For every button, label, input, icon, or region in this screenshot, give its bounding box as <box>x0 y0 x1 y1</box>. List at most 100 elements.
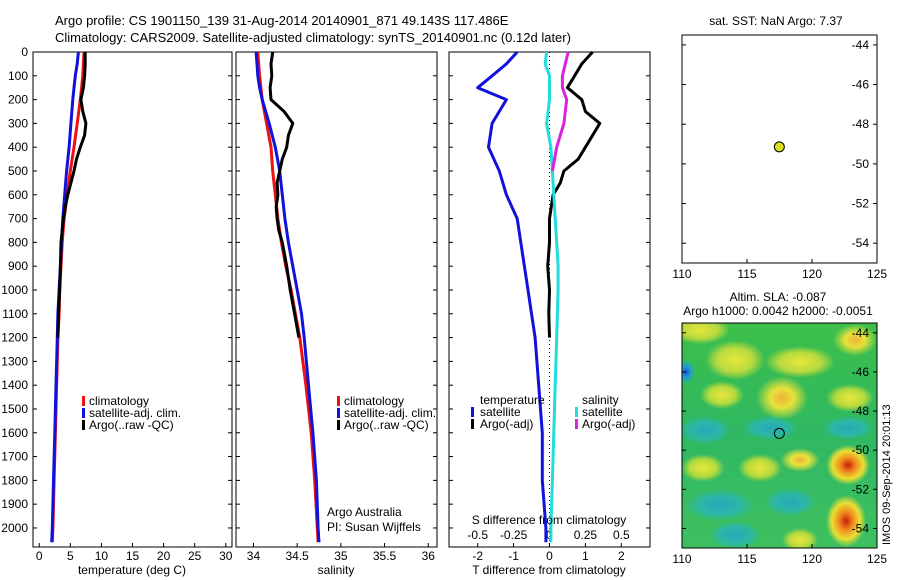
legend-label: satellite <box>480 405 521 419</box>
depth-tick-label: 2000 <box>1 521 28 535</box>
x-tick-label: 0 <box>36 549 43 563</box>
legend-swatch-satellite <box>337 408 340 418</box>
x-tick-label: -1 <box>508 549 519 563</box>
s-difference-label: S difference from climatology <box>472 513 627 527</box>
depth-tick-label: 1700 <box>1 450 28 464</box>
depth-tick-label: 600 <box>8 188 28 202</box>
map-y-tick-label: -44 <box>852 326 870 340</box>
legend-swatch-climatology <box>82 396 85 406</box>
depth-tick-label: 400 <box>8 140 28 154</box>
map-y-tick-label: -48 <box>852 117 870 131</box>
x-tick-label: 10 <box>95 549 109 563</box>
legend-label: Argo(..raw -QC) <box>89 418 174 432</box>
legend-swatch-temp-satellite <box>471 407 474 417</box>
x-tick-label: 35.5 <box>373 549 397 563</box>
depth-tick-label: 700 <box>8 212 28 226</box>
salinity-legend: climatology satellite-adj. clim. Argo(..… <box>337 394 436 432</box>
legend-title-temperature: temperature <box>480 393 545 407</box>
depth-tick-label: 1600 <box>1 426 28 440</box>
x-tick-label: 20 <box>157 549 171 563</box>
legend-swatch-argo <box>337 420 340 430</box>
depth-tick-label: 1100 <box>2 307 28 321</box>
x-tick-label: -2 <box>472 549 483 563</box>
profile-series <box>50 50 602 543</box>
depth-axis: 0 100 200 300 400 500 600 700 800 900 1000 1100 1200… <box>1 45 650 535</box>
map-y-tick-label: -52 <box>852 197 870 211</box>
map-x-tick-label: 115 <box>737 267 756 281</box>
depth-tick-label: 1200 <box>1 331 28 345</box>
sla-map-axes: -44 -46 -48 -50 -52 -54 110 115 120 125 <box>672 326 887 566</box>
depth-tick-label: 200 <box>8 93 28 107</box>
legend-swatch-temp-argo <box>471 419 474 429</box>
map-x-tick-label: 115 <box>737 552 756 566</box>
legend-label: climatology <box>344 394 404 408</box>
map-x-tick-label: 120 <box>802 267 822 281</box>
legend-label: Argo(..raw -QC) <box>344 418 429 432</box>
temperature-series-line <box>50 51 86 543</box>
depth-tick-label: 1300 <box>1 354 28 368</box>
depth-tick-label: 1800 <box>1 473 28 487</box>
depth-tick-label: 500 <box>8 164 28 178</box>
x-tick-label: 0 <box>546 549 553 563</box>
salinity-series-line <box>268 51 301 338</box>
legend-title-salinity: salinity <box>582 393 619 407</box>
x-tick-label: 35 <box>334 549 348 563</box>
legend-label: satellite-adj. clim. <box>344 406 436 420</box>
x-tick-label: 1 <box>582 549 589 563</box>
salinity-panel-frame <box>235 51 438 548</box>
legend-swatch-sal-satellite <box>575 407 578 417</box>
sla-heatmap <box>682 323 877 548</box>
x-tick-label: 36 <box>422 549 436 563</box>
map-x-tick-label: 110 <box>672 267 691 281</box>
temperature-xlabel: temperature (deg C) <box>78 563 186 577</box>
legend-label: climatology <box>89 394 149 408</box>
salinity-series-line <box>256 51 320 543</box>
x2-tick-label: -0.5 <box>467 528 488 542</box>
argo-float-marker <box>773 141 785 153</box>
depth-tick-label: 1400 <box>1 378 28 392</box>
temperature-panel-frame <box>32 51 233 548</box>
x-tick-label: 30 <box>219 549 233 563</box>
x-tick-label: 15 <box>126 549 140 563</box>
x-tick-label: 34 <box>247 549 261 563</box>
legend-swatch-climatology <box>337 396 340 406</box>
x-axes: 0 5 10 15 20 25 30 34 34.5 35 35.5 36 -2 -1 0 1 2 -0.5 -0.… <box>36 528 630 563</box>
map-y-tick-label: -50 <box>852 157 870 171</box>
title-line-2: Climatology: CARS2009. Satellite-adjuste… <box>55 30 571 45</box>
depth-tick-label: 300 <box>8 116 28 130</box>
difference-series-line <box>476 50 548 543</box>
sst-map-title: sat. SST: NaN Argo: 7.37 <box>709 14 843 28</box>
x-tick-label: 25 <box>188 549 202 563</box>
map-y-tick-label: -48 <box>852 404 870 418</box>
map-x-tick-label: 125 <box>867 552 887 566</box>
sla-map-frame <box>681 322 878 549</box>
difference-legend: temperature salinity satellite Argo(-adj… <box>471 393 635 431</box>
argo-float-marker-sla <box>773 427 785 439</box>
x-tick-label: 2 <box>618 549 625 563</box>
temperature-legend: climatology satellite-adj. clim. Argo(..… <box>82 394 181 432</box>
difference-series-line <box>543 51 560 543</box>
title-line-1: Argo profile: CS 1901150_139 31-Aug-2014… <box>55 13 509 28</box>
depth-tick-label: 0 <box>21 45 28 59</box>
map-x-tick-label: 110 <box>672 552 691 566</box>
depth-tick-label: 1900 <box>1 497 28 511</box>
salinity-series-line <box>254 51 321 543</box>
temperature-series-line <box>56 52 88 338</box>
legend-swatch-argo <box>82 420 85 430</box>
sst-map-axes: -44 -46 -48 -50 -52 -54 110 115 120 125 <box>672 38 887 281</box>
map-y-tick-label: -52 <box>852 482 870 496</box>
map-x-tick-label: 125 <box>867 267 887 281</box>
map-x-tick-label: 120 <box>802 552 822 566</box>
legend-label: Argo(-adj) <box>480 417 533 431</box>
map-y-tick-label: -46 <box>852 78 870 92</box>
map-y-tick-label: -50 <box>852 443 870 457</box>
map-y-tick-label: -54 <box>852 236 870 250</box>
x2-tick-label: 0.5 <box>613 528 630 542</box>
sla-map-title-2: Argo h1000: 0.0042 h2000: -0.0051 <box>683 304 873 318</box>
legend-label: Argo(-adj) <box>582 417 635 431</box>
sla-map-title-1: Altim. SLA: -0.087 <box>730 290 827 304</box>
depth-tick-label: 900 <box>8 259 28 273</box>
legend-label: satellite-adj. clim. <box>89 406 181 420</box>
x-tick-label: 34.5 <box>285 549 309 563</box>
difference-series-line <box>550 51 570 172</box>
